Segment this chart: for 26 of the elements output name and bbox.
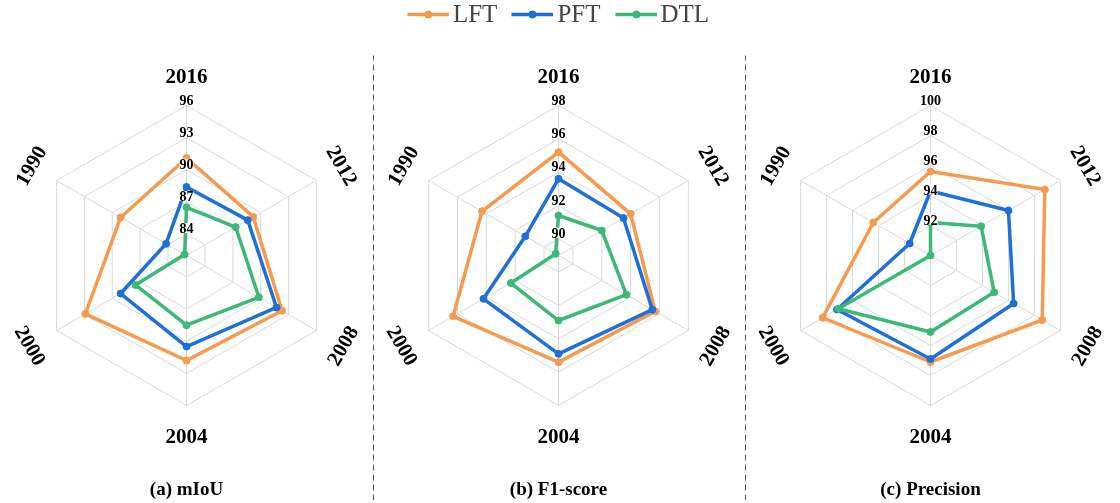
y-tick-label: 96 (179, 92, 194, 108)
legend-label: DTL (660, 0, 710, 28)
y-tick-label: 93 (179, 124, 194, 140)
y-tick-label: 96 (551, 125, 566, 141)
text: (a) mIoU (149, 478, 224, 500)
spoke-label: 2016 (909, 63, 952, 88)
y-tick-label: 94 (551, 159, 566, 175)
y-tick-label: 96 (923, 152, 938, 168)
text: (c) Precision (880, 478, 982, 500)
y-tick-label: 100 (920, 92, 941, 108)
y-tick-label: 87 (179, 188, 194, 204)
spoke-label: 2016 (165, 63, 208, 88)
legend-label: PFT (557, 0, 601, 28)
y-tick-label: 84 (179, 221, 194, 237)
y-tick-label: 94 (923, 182, 938, 198)
y-tick-label: 90 (179, 156, 194, 172)
text: (b) F1-score (509, 478, 608, 500)
spoke-label: 2004 (909, 423, 952, 448)
y-tick-label: 92 (551, 192, 566, 208)
spoke-label: 2004 (537, 423, 580, 448)
spoke-label: 2016 (537, 63, 580, 88)
y-tick-label: 98 (551, 92, 566, 108)
y-tick-label: 98 (923, 122, 938, 138)
spoke-label: 2004 (165, 423, 208, 448)
legend-label: LFT (452, 0, 498, 28)
y-tick-label: 90 (551, 225, 566, 241)
